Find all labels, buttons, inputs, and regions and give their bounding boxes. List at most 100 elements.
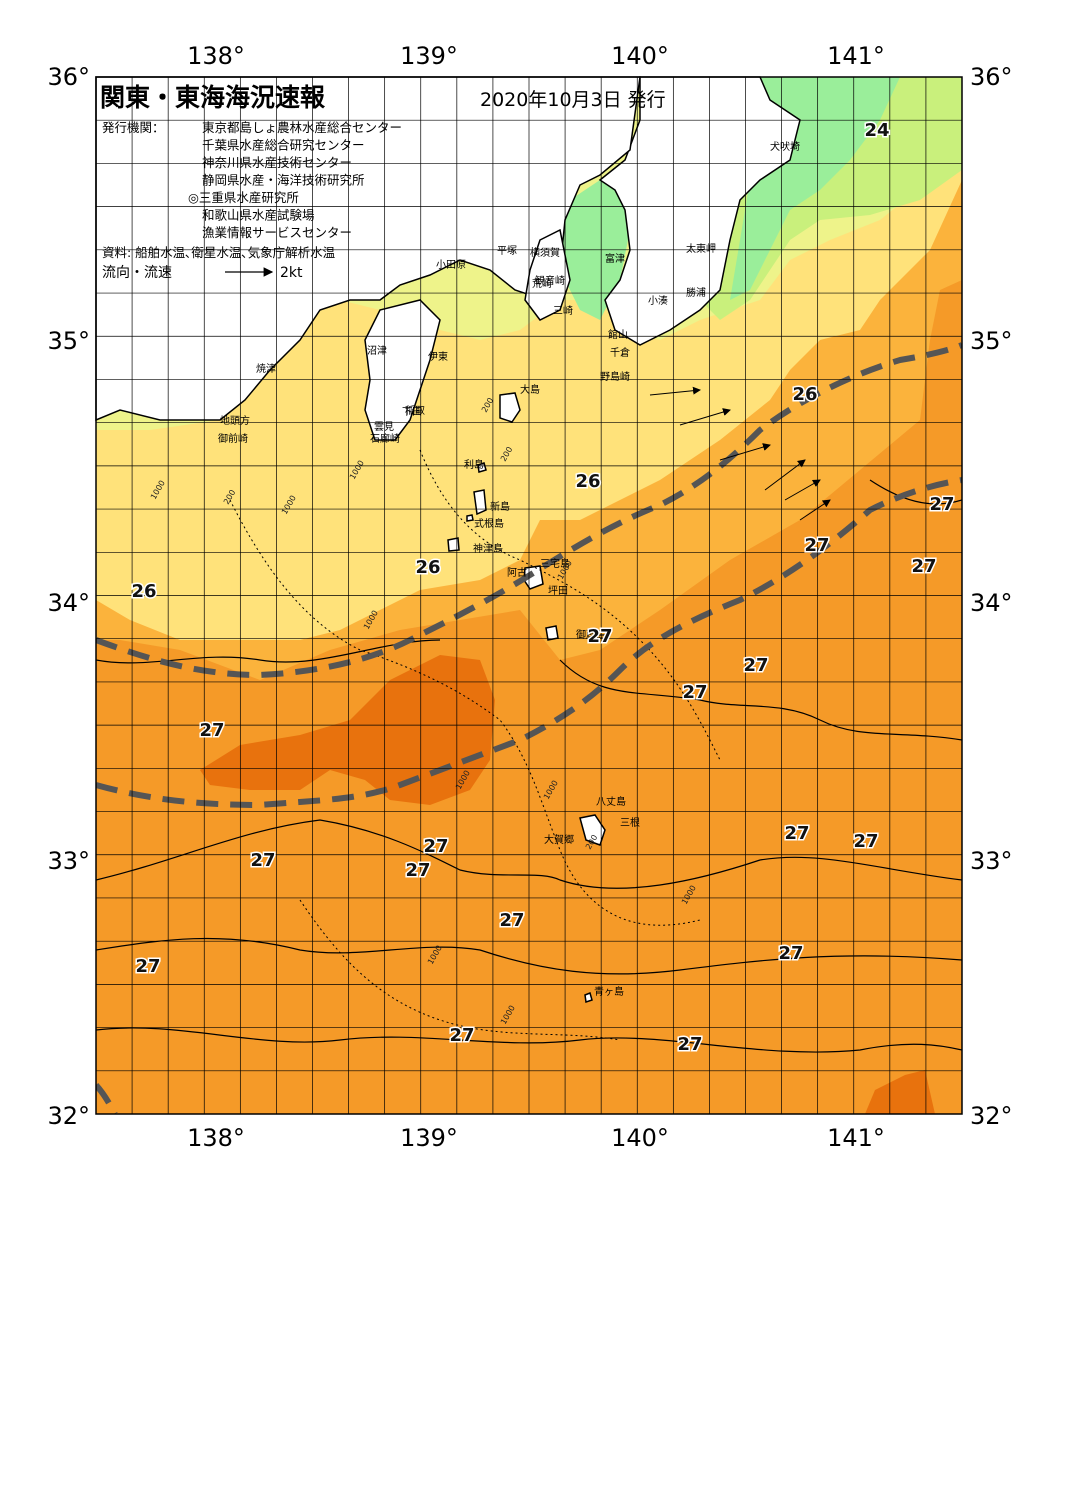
lon-tick-label-bottom: 140°	[611, 1124, 669, 1152]
issuer-list: 東京都島しょ農林水産総合センター千葉県水産総合研究センター神奈川県水産技術センタ…	[188, 120, 402, 240]
place-label: 犬吠埼	[770, 140, 800, 153]
zone-28c-southeast	[865, 1070, 935, 1114]
isotherm-label: 27	[499, 910, 524, 931]
place-label: 大賀郷	[544, 833, 574, 846]
isotherm-label: 26	[575, 471, 600, 492]
land-izu-peninsula	[364, 299, 441, 441]
flow-legend-scale: 2kt	[280, 265, 303, 281]
lon-tick-label-bottom: 141°	[827, 1124, 885, 1152]
land-shikinejima	[466, 514, 474, 522]
map-title: 関東・東海海況速報	[100, 83, 326, 112]
place-label: 坪田	[548, 584, 568, 597]
issuer-org: 静岡県水産・海洋技術研究所	[202, 173, 365, 188]
lat-tick-label-right: 36°	[970, 63, 1013, 91]
isotherm-label: 27	[135, 956, 160, 977]
place-label: 千倉	[610, 346, 630, 359]
place-label: 神津島	[473, 542, 503, 555]
place-label: 横須賀	[530, 246, 560, 259]
place-label: 大島	[520, 383, 540, 396]
place-label: 三根	[620, 816, 640, 829]
lat-tick-label-left: 33°	[47, 847, 90, 875]
lat-lon-grid	[96, 77, 962, 1114]
place-label: 青ヶ島	[594, 985, 624, 998]
place-label: 伊東	[428, 350, 448, 363]
lon-tick-label-bottom: 139°	[400, 1124, 458, 1152]
zone-28c-core	[200, 655, 495, 805]
land-masses	[95, 76, 801, 1003]
place-label: 荒崎	[532, 277, 552, 290]
isotherm-label: 26	[415, 557, 440, 578]
isotherm-label: 27	[682, 682, 707, 703]
issue-date: 2020年10月3日 発行	[480, 89, 666, 111]
issuer-org: 和歌山県水産試験場	[202, 208, 315, 223]
place-label: 平塚	[497, 245, 517, 257]
isotherm-label: 27	[804, 535, 829, 556]
place-label: 式根島	[474, 517, 504, 530]
land-boso-peninsula	[598, 76, 801, 346]
isotherm-label: 26	[131, 581, 156, 602]
isotherm-label: 27	[784, 823, 809, 844]
lat-tick-label-left: 32°	[47, 1102, 90, 1130]
lon-tick-label-top: 138°	[187, 42, 245, 70]
isotherm-label: 27	[449, 1025, 474, 1046]
lat-tick-label-left: 34°	[47, 589, 90, 617]
isotherm-label: 27	[929, 494, 954, 515]
issuer-org: 漁業情報サービスセンター	[202, 225, 352, 240]
lat-tick-label-left: 35°	[47, 327, 90, 355]
isotherm-label: 27	[405, 860, 430, 881]
place-label: 野島崎	[600, 370, 630, 383]
place-label: 利島	[464, 458, 484, 471]
place-label: 観音崎	[535, 274, 565, 287]
issuer-org: 東京都島しょ農林水産総合センター	[202, 120, 402, 135]
place-label: 勝浦	[686, 286, 706, 299]
place-label: 焼津	[256, 363, 276, 375]
land-kozushima	[447, 537, 460, 552]
isotherm-label: 27	[199, 720, 224, 741]
lat-tick-label-right: 35°	[970, 327, 1013, 355]
depth-contours	[229, 449, 721, 1041]
isotherm-label: 27	[911, 556, 936, 577]
land-kanto-honshu	[95, 76, 641, 422]
place-label: 御前崎	[218, 432, 248, 445]
place-label: 八丈島	[596, 795, 626, 808]
land-mikurajima	[545, 625, 559, 641]
place-label: 稲取	[405, 405, 425, 417]
place-label: 阿古	[507, 566, 527, 579]
lon-tick-label-bottom: 138°	[187, 1124, 245, 1152]
issuers-label: 発行機関：	[102, 120, 165, 135]
source-line: 資料: 船舶水温､衛星水温､気象庁解析水温	[102, 245, 336, 260]
isotherm-label: 27	[743, 655, 768, 676]
place-label: 地頭方	[220, 414, 250, 427]
place-label: 館山	[608, 328, 628, 341]
axis-labels: 138° 138° 139° 139° 140° 140° 141° 141° 36° 35° 34…	[47, 42, 1012, 1152]
isotherm-label: 27	[250, 850, 275, 871]
place-label: 御蔵島	[576, 628, 606, 641]
place-label: 小田原	[436, 259, 466, 271]
current-arrows	[649, 386, 831, 521]
issuer-org: 千葉県水産総合研究センター	[202, 138, 365, 153]
place-label: 新島	[490, 500, 510, 513]
isotherm-label: 27	[677, 1034, 702, 1055]
lon-tick-label-top: 141°	[827, 42, 885, 70]
lat-tick-label-right: 32°	[970, 1102, 1013, 1130]
isotherm-lines	[96, 479, 962, 1053]
issuer-org: ◎三重県水産研究所	[188, 190, 299, 205]
issuer-org: 神奈川県水産技術センター	[202, 155, 352, 170]
land-izu-oshima	[499, 392, 521, 423]
isotherm-label: 24	[864, 120, 889, 141]
place-label: 石廊崎	[370, 432, 400, 445]
isotherm-label: 27	[853, 831, 878, 852]
lat-tick-label-right: 34°	[970, 589, 1013, 617]
place-label: 三宅島	[540, 557, 570, 570]
place-label: 三崎	[553, 304, 573, 317]
land-niijima	[473, 489, 487, 516]
land-toshima	[477, 462, 487, 473]
kuroshio-axis	[96, 342, 962, 1114]
lon-tick-label-top: 139°	[400, 42, 458, 70]
isotherm-labels: 24 26 26 26 26 27 27 27 27 27 27 27 27 27 27 27 27 27 27 27…	[130, 119, 956, 1057]
place-label: 小湊	[648, 294, 668, 307]
place-label: 沼津	[367, 344, 387, 357]
sea-temperature-map: 138° 138° 139° 139° 140° 140° 141° 141° 36° 35° 34…	[47, 42, 1012, 1152]
land-aogashima	[584, 991, 593, 1003]
